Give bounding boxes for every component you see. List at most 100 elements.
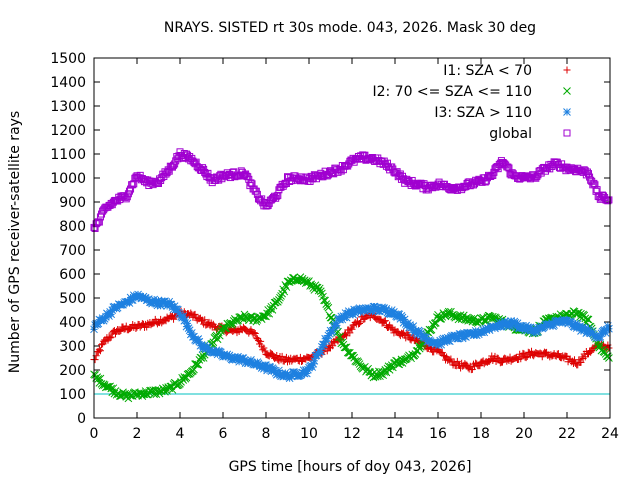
data-point (184, 369, 193, 378)
data-point (495, 318, 504, 327)
y-tick-label: 1400 (50, 75, 86, 91)
data-point (323, 334, 332, 343)
data-point (584, 315, 593, 324)
data-point (445, 310, 454, 319)
data-point (297, 370, 306, 379)
x-tick-label: 6 (219, 426, 228, 442)
x-tick-label: 16 (429, 426, 447, 442)
data-point (273, 298, 282, 306)
data-point (200, 341, 209, 350)
data-point (98, 314, 107, 323)
x-tick-label: 12 (343, 426, 361, 442)
data-point (106, 334, 114, 342)
y-tick-label: 100 (59, 387, 86, 403)
y-tick-label: 500 (59, 291, 86, 307)
axis-ticks: 0100200300400500600700800900100011001200… (50, 51, 619, 442)
data-point (596, 340, 605, 349)
data-point (453, 357, 461, 365)
data-point (266, 363, 275, 371)
data-point (275, 296, 283, 304)
data-point (349, 351, 357, 360)
data-point (376, 315, 384, 323)
data-point (347, 351, 355, 360)
x-axis-label: GPS time [hours of doy 043, 2026] (229, 459, 472, 475)
data-point (232, 355, 240, 364)
legend-marker (563, 66, 571, 74)
data-point (581, 324, 590, 332)
data-point (327, 313, 336, 322)
data-point (191, 310, 199, 318)
legend-marker (563, 108, 571, 116)
data-point (380, 304, 389, 312)
data-point (302, 369, 311, 378)
data-series (90, 148, 613, 403)
data-point (587, 327, 596, 336)
data-point (567, 318, 576, 326)
data-point (519, 349, 527, 357)
plot-frame (93, 57, 611, 419)
data-point (534, 328, 542, 336)
legend: I1: SZA < 70 I2: 70 <= SZA <= 110 I3: SZA … (372, 63, 571, 142)
data-point (315, 284, 324, 293)
data-point (187, 329, 196, 337)
data-point (168, 303, 177, 311)
data-point (195, 337, 204, 346)
data-point (161, 297, 169, 305)
data-point (96, 347, 104, 355)
data-point (99, 316, 108, 325)
data-point (332, 319, 340, 328)
data-point (107, 333, 115, 341)
data-point (271, 369, 280, 377)
data-point (167, 300, 176, 309)
legend-marker (563, 129, 571, 137)
data-point (583, 168, 591, 176)
data-point (193, 360, 202, 369)
data-point (273, 352, 281, 360)
data-point (132, 325, 140, 333)
data-point (108, 306, 117, 315)
y-tick-label: 700 (59, 243, 86, 259)
x-tick-label: 8 (262, 426, 271, 442)
data-point (119, 300, 127, 309)
data-point (250, 329, 258, 337)
legend-label: I3: SZA > 110 (434, 105, 532, 121)
data-point (554, 350, 562, 358)
data-point (409, 322, 418, 331)
data-point (316, 287, 325, 296)
data-point (163, 302, 171, 310)
data-point (343, 332, 351, 340)
data-point (476, 362, 484, 370)
data-point (304, 365, 312, 374)
data-point (336, 332, 345, 341)
data-point (143, 390, 152, 399)
data-point (308, 363, 317, 371)
data-point (201, 316, 209, 324)
data-point (605, 196, 613, 204)
data-point (225, 351, 234, 360)
data-point (328, 326, 337, 335)
x-tick-label: 0 (90, 426, 99, 442)
y-tick-label: 300 (59, 339, 86, 355)
y-tick-label: 0 (77, 411, 86, 427)
data-point (603, 322, 612, 330)
data-point (132, 391, 140, 400)
data-point (377, 305, 385, 314)
data-point (247, 356, 255, 364)
data-point (150, 295, 159, 304)
data-point (259, 364, 268, 373)
data-point (422, 333, 431, 342)
legend-label: I1: SZA < 70 (443, 63, 532, 79)
data-point (522, 354, 530, 362)
data-point (216, 348, 225, 357)
data-point (91, 356, 99, 364)
y-tick-label: 1100 (50, 147, 86, 163)
data-point (587, 348, 595, 356)
data-point (572, 324, 581, 332)
data-point (183, 319, 192, 328)
x-tick-label: 24 (601, 426, 619, 442)
data-point (273, 370, 282, 378)
data-point (212, 346, 221, 355)
series-global (90, 148, 613, 232)
data-point (504, 163, 512, 171)
